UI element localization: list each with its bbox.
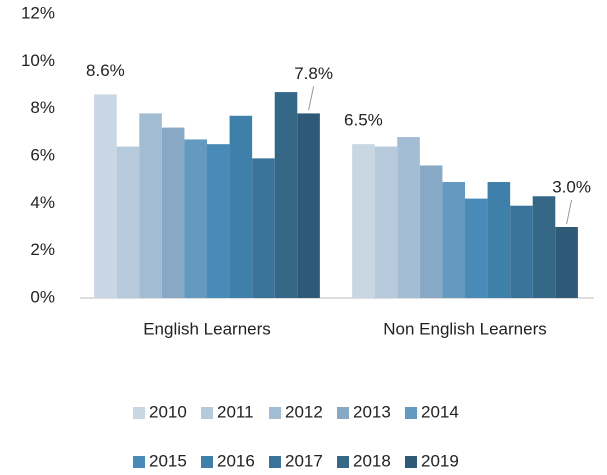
bar	[442, 182, 465, 298]
legend-label: 2012	[285, 402, 323, 421]
y-tick-label: 2%	[30, 240, 55, 259]
bar	[465, 198, 488, 298]
bar	[207, 144, 230, 298]
bar	[397, 137, 420, 298]
bar	[252, 158, 275, 298]
legend-label: 2015	[149, 451, 187, 470]
x-tick-label: English Learners	[143, 319, 271, 338]
bar	[184, 139, 207, 298]
y-tick-label: 8%	[30, 98, 55, 117]
data-label: 8.6%	[86, 61, 125, 80]
legend-swatch	[405, 456, 417, 468]
bar	[297, 113, 320, 299]
bar	[229, 115, 253, 299]
legend-swatch	[201, 456, 213, 468]
y-tick-label: 6%	[30, 145, 55, 164]
bar	[352, 144, 375, 298]
legend-label: 2019	[421, 451, 459, 470]
legend-swatch	[337, 456, 349, 468]
bar	[94, 94, 117, 298]
y-tick-label: 0%	[30, 287, 55, 306]
legend-swatch	[269, 456, 281, 468]
leader-line	[308, 86, 315, 111]
legend-swatch	[269, 407, 281, 419]
leader-line	[566, 199, 573, 225]
legend-swatch	[133, 456, 145, 468]
legend-label: 2011	[217, 402, 254, 421]
legend-swatch	[405, 407, 417, 419]
data-label: 6.5%	[344, 111, 383, 130]
bar	[510, 205, 533, 298]
bar	[274, 92, 298, 298]
y-tick-label: 12%	[21, 3, 55, 22]
y-tick-label: 10%	[21, 51, 55, 70]
legend-swatch	[337, 407, 349, 419]
legend-label: 2013	[353, 402, 391, 421]
data-label: 7.8%	[294, 64, 333, 83]
y-tick-label: 4%	[30, 193, 55, 212]
bar	[532, 196, 556, 298]
bar	[419, 165, 443, 298]
legend-label: 2018	[353, 451, 391, 470]
bar	[487, 182, 511, 298]
bar	[161, 127, 185, 298]
x-tick-label: Non English Learners	[383, 319, 546, 338]
legend-swatch	[133, 407, 145, 419]
legend-label: 2017	[285, 451, 323, 470]
bar	[116, 146, 140, 298]
legend-label: 2016	[217, 451, 255, 470]
legend-label: 2010	[149, 402, 187, 421]
bar	[555, 227, 578, 298]
legend-swatch	[201, 407, 213, 419]
bar	[139, 113, 162, 299]
bar	[374, 146, 398, 298]
data-label: 3.0%	[552, 177, 591, 196]
legend-label: 2014	[421, 402, 459, 421]
